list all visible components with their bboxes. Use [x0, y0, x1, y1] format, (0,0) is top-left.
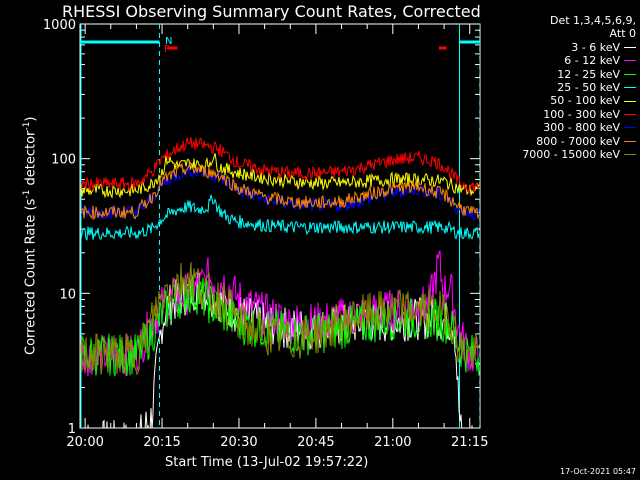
y-axis-label-superscript-2: -1: [22, 121, 32, 131]
legend-label: 3 - 6 keV: [571, 40, 620, 54]
y-tick-label: 100: [51, 153, 76, 168]
legend-label: 25 - 50 keV: [557, 81, 620, 95]
legend-swatch: [624, 60, 636, 62]
plot-content: [80, 24, 480, 428]
x-axis-label: Start Time (13-Jul-02 19:57:22): [165, 455, 369, 470]
series-line-5: [80, 137, 480, 195]
flag-letter-f: F: [164, 44, 170, 55]
legend-swatch: [624, 73, 636, 75]
footer-timestamp: 17-Oct-2021 05:47: [560, 467, 636, 476]
legend-entry: 3 - 6 keV: [522, 41, 636, 54]
series-line-0: [87, 273, 473, 428]
y-axis-label-part-3: ): [23, 116, 39, 122]
legend-header-line-1: Det 1,3,4,5,6,9,: [549, 14, 636, 27]
x-tick-label: 21:00: [374, 435, 411, 450]
legend-label: 12 - 25 keV: [557, 67, 620, 81]
legend-entry: 800 - 7000 keV: [522, 135, 636, 148]
legend-swatch: [624, 47, 636, 49]
legend-swatch: [624, 154, 636, 156]
y-axis-label-part-2: detector: [23, 130, 39, 190]
legend-entry: 100 - 300 keV: [522, 108, 636, 121]
legend-swatch: [624, 140, 636, 142]
chart-title: RHESSI Observing Summary Count Rates, Co…: [62, 2, 481, 21]
y-tick-label: 1000: [43, 18, 76, 33]
series-line-6: [80, 164, 480, 221]
legend-entry: 7000 - 15000 keV: [522, 148, 636, 161]
legend-label: 800 - 7000 keV: [536, 134, 620, 148]
legend-swatch: [624, 114, 636, 116]
legend-label: 7000 - 15000 keV: [522, 148, 620, 162]
legend-label: 6 - 12 keV: [564, 54, 620, 68]
x-tick-label: 20:15: [143, 435, 180, 450]
legend-entry: 50 - 100 keV: [522, 94, 636, 107]
legend-entry: 25 - 50 keV: [522, 81, 636, 94]
x-tick-label: 20:45: [297, 435, 334, 450]
flag-letter-n: N: [165, 36, 172, 47]
legend-swatch: [624, 87, 636, 89]
legend-label: 50 - 100 keV: [550, 94, 620, 108]
legend-entry: 12 - 25 keV: [522, 68, 636, 81]
legend-swatch: [624, 100, 636, 102]
legend-entry: 6 - 12 keV: [522, 54, 636, 67]
legend-swatch: [624, 127, 636, 129]
legend-label: 100 - 300 keV: [543, 107, 620, 121]
y-axis-label-part-1: Corrected Count Rate (s: [23, 198, 39, 355]
y-axis-label-superscript-1: -1: [22, 189, 32, 199]
x-tick-label: 21:15: [451, 435, 488, 450]
x-tick-label: 20:00: [66, 435, 103, 450]
legend-label: 300 - 800 keV: [543, 121, 620, 135]
series-line-8: [80, 262, 480, 376]
y-axis-label: Corrected Count Rate (s-1 detector-1): [22, 117, 38, 355]
legend-entry: 300 - 800 keV: [522, 121, 636, 134]
x-tick-label: 20:30: [220, 435, 257, 450]
legend: Det 1,3,4,5,6,9, Att 0 3 - 6 keV 6 - 12 k…: [522, 14, 636, 161]
y-tick-label: 1: [68, 422, 76, 437]
legend-header-line-2: Att 0: [609, 27, 636, 41]
series-line-3: [80, 194, 480, 241]
series-line-4: [80, 153, 480, 199]
y-tick-label: 10: [59, 287, 76, 302]
series-line-7: [80, 160, 480, 221]
